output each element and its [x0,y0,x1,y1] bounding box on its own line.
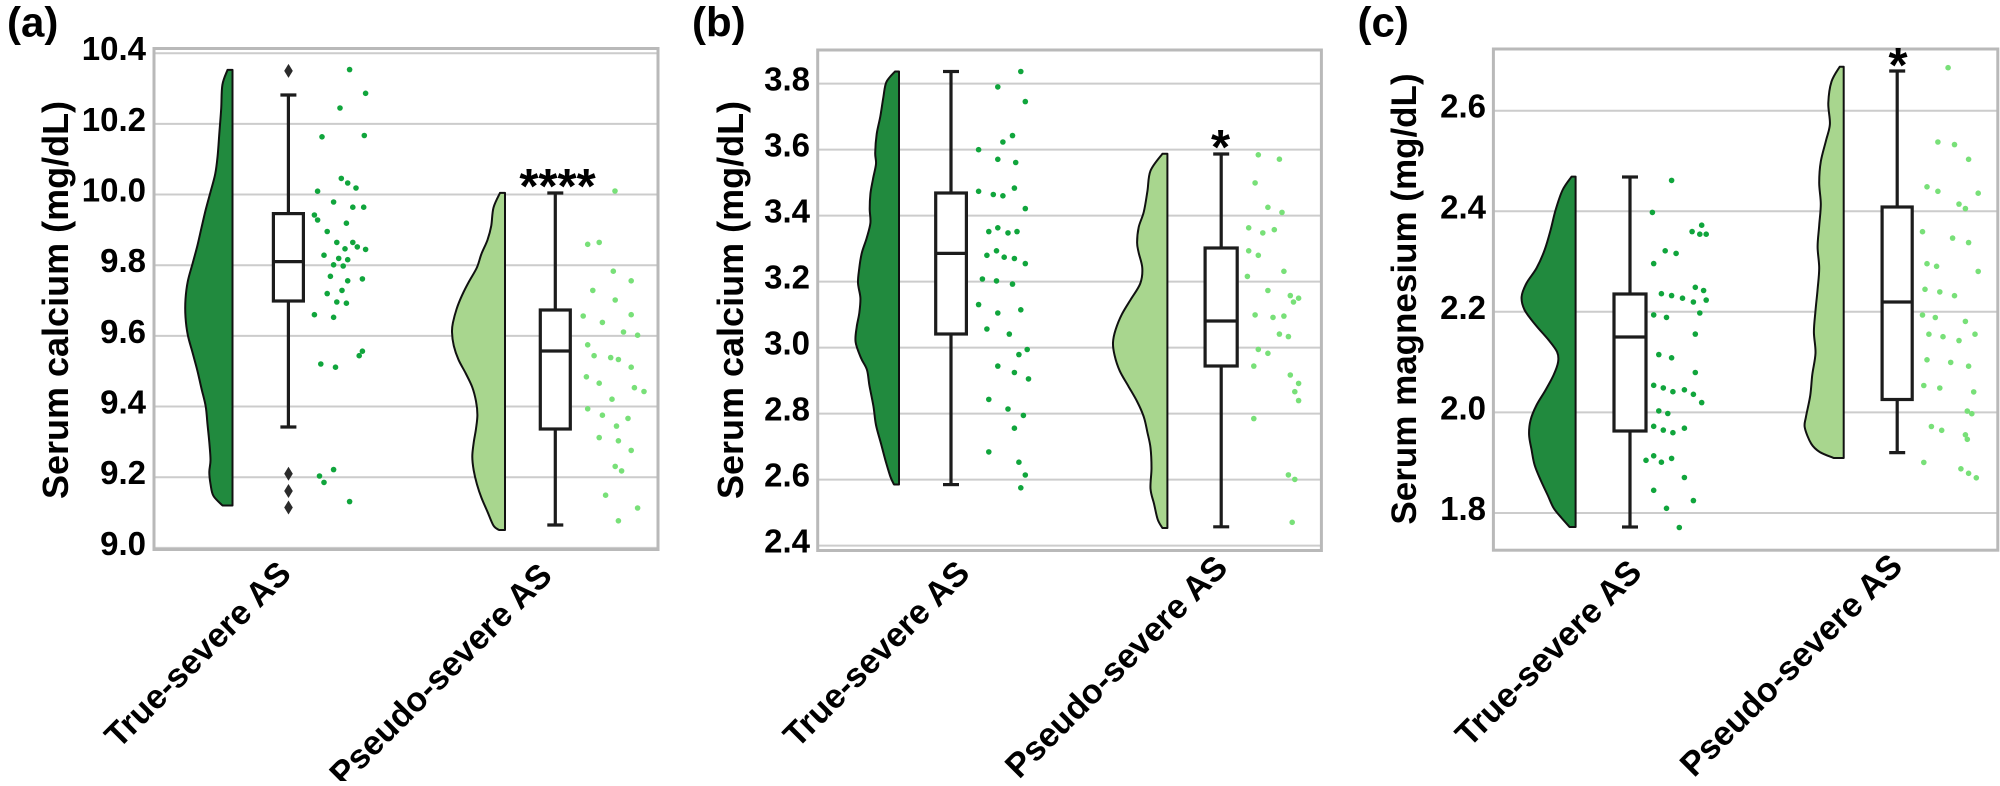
svg-text:2.0: 2.0 [1440,389,1486,426]
svg-text:2.8: 2.8 [764,391,810,428]
svg-text:2.4: 2.4 [1440,188,1487,225]
svg-text:9.6: 9.6 [100,313,146,350]
svg-text:2.4: 2.4 [764,523,811,560]
svg-text:(c): (c) [1358,0,1409,46]
svg-text:9.4: 9.4 [100,384,147,421]
svg-text:(b): (b) [692,0,746,46]
svg-text:3.4: 3.4 [764,193,811,230]
svg-text:*: * [1888,39,1908,93]
svg-text:2.6: 2.6 [764,457,810,494]
svg-text:Serum calcium (mg/dL): Serum calcium (mg/dL) [35,101,76,499]
svg-text:2.2: 2.2 [1440,289,1486,326]
svg-text:9.0: 9.0 [100,525,146,562]
svg-text:3.6: 3.6 [764,127,810,164]
svg-text:(a): (a) [7,0,58,46]
svg-text:Serum magnesium (mg/dL): Serum magnesium (mg/dL) [1385,73,1424,524]
svg-text:3.8: 3.8 [764,61,810,98]
svg-text:9.8: 9.8 [100,242,146,279]
svg-text:Serum calcium (mg/dL): Serum calcium (mg/dL) [710,101,751,499]
svg-text:****: **** [519,160,596,214]
svg-text:10.0: 10.0 [82,172,146,209]
svg-text:10.4: 10.4 [82,30,147,67]
svg-text:2.6: 2.6 [1440,88,1486,125]
svg-text:9.2: 9.2 [100,454,146,491]
svg-text:10.2: 10.2 [82,101,146,138]
svg-text:3.0: 3.0 [764,325,810,362]
svg-text:1.8: 1.8 [1440,490,1486,527]
svg-text:*: * [1211,121,1231,175]
svg-text:3.2: 3.2 [764,259,810,296]
